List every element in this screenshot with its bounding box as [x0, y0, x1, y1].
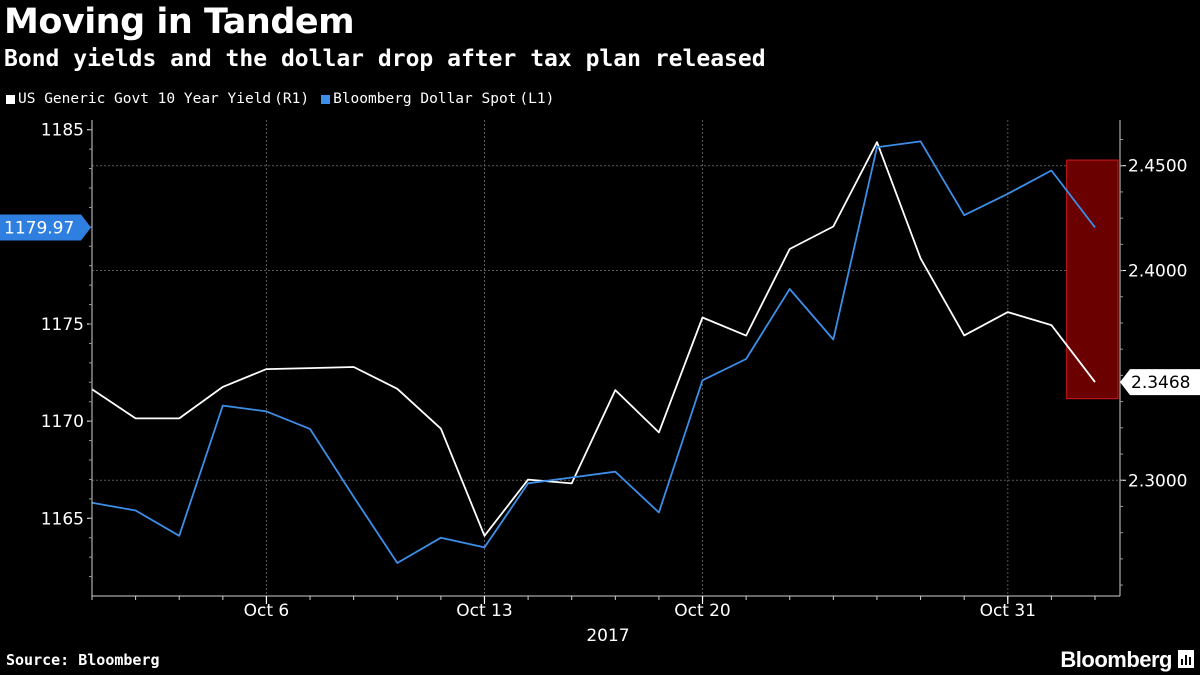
legend-swatch-dollar — [321, 94, 331, 104]
x-tick-label: Oct 20 — [674, 601, 730, 621]
yield-point-12 — [614, 389, 616, 391]
yield-point-23 — [1094, 381, 1096, 383]
yield-point-20 — [963, 334, 965, 336]
legend-item-yield[interactable]: US Generic Govt 10 Year Yield (R1) — [6, 91, 309, 107]
dollar-series-line — [91, 140, 1096, 564]
dollar-last-value-flag — [0, 214, 91, 241]
legend-axis-dollar: (L1) — [519, 91, 555, 107]
dollar-point-1 — [134, 509, 136, 511]
dollar-point-7 — [396, 562, 398, 564]
dollar-point-5 — [309, 428, 311, 430]
dollar-point-18 — [876, 146, 878, 148]
yield-point-11 — [570, 482, 572, 484]
dollar-point-11 — [570, 476, 572, 478]
yield-point-5 — [309, 367, 311, 369]
legend-label-yield: US Generic Govt 10 Year Yield — [18, 91, 272, 107]
dollar-point-13 — [658, 511, 660, 513]
dollar-point-4 — [265, 410, 267, 412]
dollar-point-17 — [832, 338, 834, 340]
dollar-point-15 — [745, 358, 747, 360]
highlight-region — [1066, 159, 1119, 400]
yield-point-13 — [658, 431, 660, 433]
legend: US Generic Govt 10 Year Yield (R1) Bloom… — [6, 91, 554, 107]
yield-point-15 — [745, 334, 747, 336]
dollar-point-21 — [1007, 193, 1009, 195]
dollar-point-9 — [483, 546, 485, 548]
dollar-last-value-label: 1179.97 — [4, 218, 74, 238]
dollar-point-22 — [1050, 169, 1052, 171]
yield-point-16 — [789, 248, 791, 250]
yield-point-21 — [1007, 311, 1009, 313]
yield-point-9 — [483, 535, 485, 537]
x-tick-label: Oct 6 — [244, 601, 290, 621]
terminal-icon — [1178, 650, 1194, 668]
dollar-point-6 — [352, 496, 354, 498]
legend-label-dollar: Bloomberg Dollar Spot — [333, 91, 517, 107]
yield-point-4 — [265, 368, 267, 370]
yield-series-line — [91, 141, 1096, 537]
yield-point-6 — [352, 366, 354, 368]
yield-point-14 — [701, 316, 703, 318]
dollar-point-16 — [789, 288, 791, 290]
yield-point-8 — [440, 427, 442, 429]
x-tick-label: Oct 13 — [456, 601, 512, 621]
legend-item-dollar[interactable]: Bloomberg Dollar Spot (L1) — [321, 91, 554, 107]
yield-last-value-flag — [1120, 369, 1200, 396]
dollar-point-14 — [701, 379, 703, 381]
chart-title: Moving in Tandem — [4, 2, 355, 42]
left-tick-label: 1175 — [41, 315, 84, 335]
source-note: Source: Bloomberg — [6, 651, 160, 669]
x-tick-label: Oct 31 — [980, 601, 1036, 621]
yield-point-7 — [396, 388, 398, 390]
dollar-point-12 — [614, 470, 616, 472]
yield-point-10 — [527, 478, 529, 480]
left-tick-label: 1170 — [41, 412, 84, 432]
dollar-point-19 — [919, 140, 921, 142]
left-tick-label: 1165 — [41, 509, 84, 529]
yield-point-17 — [832, 225, 834, 227]
x-year-label: 2017 — [586, 626, 629, 646]
yield-point-1 — [134, 417, 136, 419]
right-tick-label: 2.4500 — [1128, 157, 1187, 177]
dollar-point-2 — [178, 535, 180, 537]
chart-subtitle: Bond yields and the dollar drop after ta… — [4, 46, 766, 72]
dollar-point-3 — [222, 404, 224, 406]
dollar-point-20 — [963, 214, 965, 216]
legend-swatch-yield — [6, 94, 15, 104]
yield-point-22 — [1050, 324, 1052, 326]
dollar-point-10 — [527, 482, 529, 484]
right-tick-label: 2.4000 — [1128, 262, 1187, 282]
left-tick-label: 1185 — [41, 121, 84, 141]
brand-logo-text: Bloomberg — [1060, 647, 1172, 672]
yield-point-19 — [919, 257, 921, 259]
legend-axis-yield: (R1) — [274, 91, 310, 107]
dollar-point-8 — [440, 537, 442, 539]
yield-last-value-label: 2.3468 — [1131, 373, 1190, 393]
yield-point-2 — [178, 417, 180, 419]
yield-point-3 — [222, 386, 224, 388]
yield-point-18 — [876, 141, 878, 143]
dollar-point-23 — [1094, 226, 1096, 228]
right-tick-label: 2.3000 — [1128, 471, 1187, 491]
